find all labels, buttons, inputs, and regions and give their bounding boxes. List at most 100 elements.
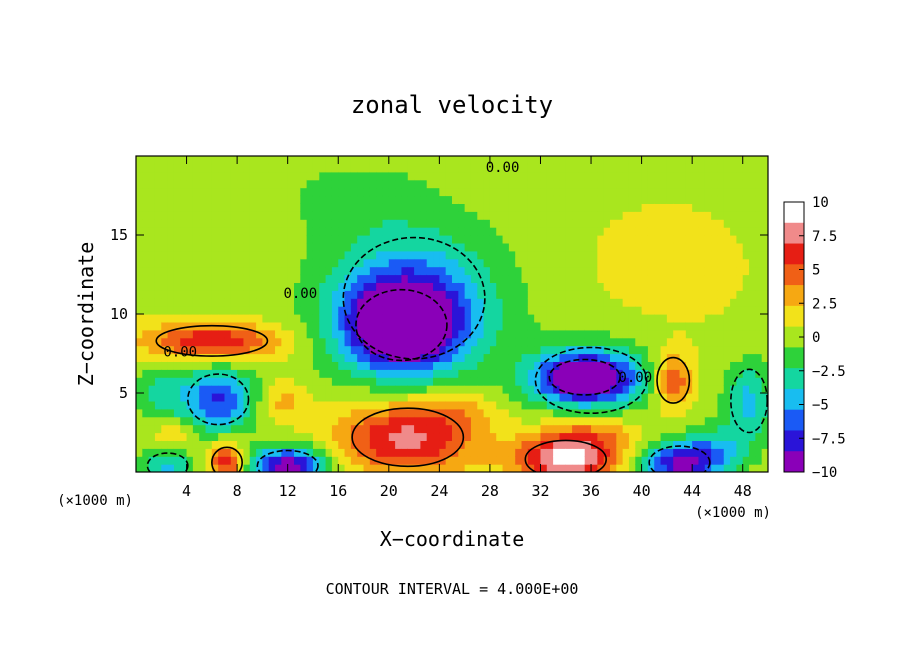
heatmap-cell: [161, 219, 169, 228]
heatmap-cell: [540, 353, 548, 362]
heatmap-cell: [205, 227, 213, 236]
heatmap-cell: [540, 306, 548, 315]
heatmap-cell: [154, 432, 162, 441]
heatmap-cell: [199, 361, 207, 370]
heatmap-cell: [502, 298, 510, 307]
heatmap-cell: [306, 464, 314, 472]
heatmap-cell: [243, 408, 251, 418]
heatmap-cell: [161, 377, 169, 386]
heatmap-cell: [654, 424, 662, 434]
heatmap-cell: [218, 408, 226, 418]
heatmap-cell: [294, 282, 301, 291]
heatmap-cell: [237, 432, 245, 441]
heatmap-cell: [148, 393, 156, 402]
heatmap-cell: [761, 337, 768, 347]
heatmap-cell: [597, 306, 605, 315]
heatmap-cell: [584, 179, 592, 189]
heatmap-cell: [704, 163, 712, 173]
heatmap-cell: [515, 242, 523, 252]
heatmap-cell: [717, 163, 725, 173]
heatmap-cell: [338, 448, 346, 457]
heatmap-cell: [268, 345, 276, 355]
heatmap-cell: [439, 416, 447, 426]
heatmap-cell: [673, 306, 681, 315]
heatmap-cell: [616, 195, 624, 204]
heatmap-cell: [502, 424, 510, 434]
heatmap-cell: [414, 361, 421, 370]
heatmap-cell: [736, 416, 744, 426]
heatmap-cell: [546, 345, 554, 355]
heatmap-cell: [521, 290, 529, 299]
heatmap-cell: [268, 258, 276, 268]
heatmap-cell: [749, 337, 756, 347]
heatmap-cell: [433, 400, 440, 410]
heatmap-cell: [755, 163, 763, 173]
heatmap-cell: [350, 211, 358, 220]
heatmap-cell: [388, 408, 396, 418]
heatmap-cell: [136, 408, 143, 418]
heatmap-cell: [622, 195, 630, 204]
heatmap-cell: [363, 195, 371, 204]
heatmap-cell: [591, 432, 598, 441]
heatmap-cell: [502, 345, 510, 355]
heatmap-cell: [300, 227, 308, 236]
heatmap-cell: [249, 298, 257, 307]
heatmap-cell: [660, 235, 668, 244]
heatmap-cell: [186, 179, 194, 189]
heatmap-cell: [148, 242, 156, 252]
heatmap-cell: [319, 306, 327, 315]
heatmap-cell: [452, 258, 459, 268]
heatmap-cell: [148, 432, 156, 441]
heatmap-cell: [388, 195, 396, 204]
heatmap-cell: [186, 219, 194, 228]
heatmap-cell: [635, 369, 643, 378]
heatmap-cell: [698, 377, 706, 386]
heatmap-cell: [243, 416, 251, 426]
heatmap-cell: [136, 290, 143, 299]
heatmap-cell: [331, 227, 339, 236]
heatmap-cell: [363, 179, 371, 189]
heatmap-cell: [439, 203, 447, 212]
heatmap-cell: [673, 448, 681, 457]
heatmap-cell: [312, 314, 320, 323]
heatmap-cell: [736, 385, 744, 394]
heatmap-cell: [622, 353, 630, 362]
heatmap-cell: [414, 416, 421, 426]
heatmap-cell: [458, 464, 466, 472]
heatmap-cell: [515, 274, 523, 283]
heatmap-cell: [395, 393, 403, 402]
heatmap-cell: [407, 258, 415, 268]
heatmap-cell: [395, 282, 403, 291]
heatmap-cell: [534, 163, 542, 173]
heatmap-cell: [477, 203, 485, 212]
heatmap-cell: [350, 464, 358, 472]
heatmap-cell: [635, 337, 643, 347]
heatmap-cell: [749, 266, 756, 276]
heatmap-cell: [704, 448, 712, 457]
heatmap-cell: [426, 393, 434, 402]
heatmap-cell: [711, 432, 719, 441]
heatmap-cell: [742, 385, 750, 394]
heatmap-cell: [218, 227, 226, 236]
heatmap-cell: [256, 298, 263, 307]
heatmap-cell: [281, 424, 289, 434]
heatmap-cell: [357, 195, 365, 204]
heatmap-cell: [641, 211, 649, 220]
heatmap-cell: [458, 203, 466, 212]
heatmap-cell: [161, 211, 169, 220]
heatmap-cell: [679, 179, 687, 189]
heatmap-cell: [761, 227, 768, 236]
heatmap-cell: [730, 314, 737, 323]
heatmap-cell: [211, 393, 219, 402]
heatmap-cell: [692, 456, 700, 465]
heatmap-cell: [249, 203, 257, 212]
heatmap-cell: [483, 424, 491, 434]
heatmap-cell: [363, 393, 371, 402]
heatmap-cell: [584, 314, 592, 323]
heatmap-cell: [483, 187, 491, 197]
heatmap-cell: [268, 361, 276, 370]
heatmap-cell: [224, 219, 232, 228]
heatmap-cell: [477, 187, 485, 197]
heatmap-cell: [262, 337, 270, 347]
heatmap-cell: [395, 416, 403, 426]
